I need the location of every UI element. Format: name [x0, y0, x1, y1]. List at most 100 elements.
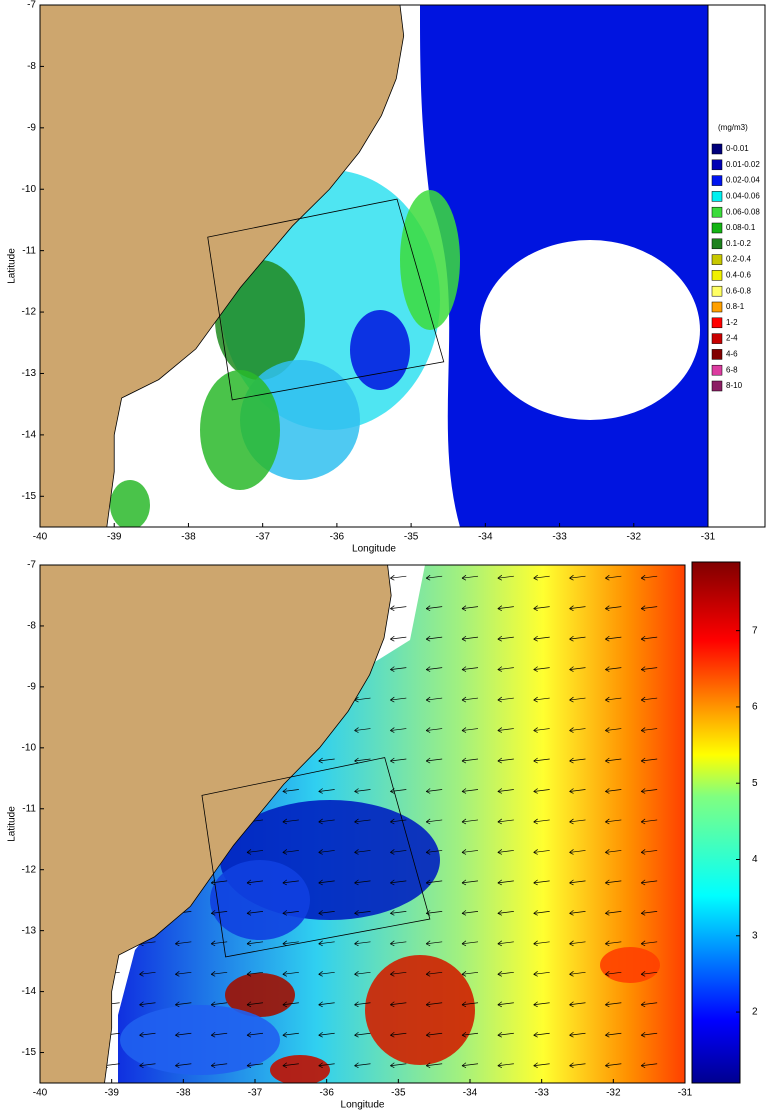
current-arrow [246, 971, 264, 975]
current-arrow [569, 819, 586, 823]
arrow-head [282, 879, 288, 886]
current-arrow [246, 1032, 264, 1036]
y-tick-label: -11 [22, 245, 36, 256]
arrow-head [605, 910, 610, 916]
y-tick-label: -10 [22, 184, 37, 195]
legend-swatch [711, 159, 723, 171]
y-tick-label: -7 [27, 0, 36, 11]
current-arrow [605, 697, 622, 701]
x-tick-label: -38 [181, 532, 196, 543]
arrow-head [605, 1062, 610, 1069]
y-tick-label: -11 [22, 803, 36, 814]
colorbar-tick-label: 3 [752, 930, 758, 941]
current-arrow [569, 758, 586, 762]
current-patch [600, 947, 660, 983]
current-arrow [282, 880, 299, 884]
arrow-head [533, 879, 538, 886]
arrow-head [461, 696, 467, 703]
arrow-head [390, 971, 395, 977]
current-arrow [641, 971, 658, 975]
current-arrow [426, 667, 443, 670]
current-arrow [569, 1002, 586, 1006]
study-area-box [207, 198, 445, 401]
arrow-head [497, 666, 503, 672]
current-arrow [533, 1032, 550, 1036]
arrow-head [175, 940, 180, 947]
current-arrow [175, 1002, 192, 1006]
current-arrow [246, 1063, 264, 1067]
arrow-head [640, 727, 646, 733]
arrow-head [640, 666, 646, 672]
legend-unit: (mg/m3) [718, 123, 748, 132]
y-tick-label: -15 [22, 491, 37, 502]
current-arrow [246, 880, 264, 884]
current-arrow [605, 728, 622, 731]
current-arrow [211, 971, 228, 975]
arrow-head [318, 971, 323, 977]
x-tick-label: -37 [255, 532, 270, 543]
current-arrow [390, 728, 407, 731]
current-arrow [390, 819, 407, 823]
arrow-head [282, 1062, 288, 1069]
current-arrow [282, 819, 299, 823]
current-arrow [641, 1032, 658, 1036]
land [40, 565, 392, 1083]
y-axis-label: Latitude [7, 248, 18, 284]
current-arrow [354, 758, 371, 762]
y-tick-label: -12 [22, 307, 37, 318]
arrow-head [175, 1062, 180, 1069]
current-arrow [461, 667, 479, 670]
arrow-head [461, 910, 467, 916]
x-tick-label: -33 [534, 1088, 549, 1099]
arrow-head [533, 818, 538, 825]
current-arrow [175, 1032, 192, 1036]
arrow-head [533, 696, 538, 703]
current-arrow [461, 1063, 479, 1067]
current-arrow [461, 636, 479, 640]
current-arrow [282, 1063, 299, 1067]
arrow-head [425, 757, 431, 764]
chlorophyll-patch [350, 310, 410, 390]
map-area [40, 565, 685, 1083]
arrow-head [246, 1001, 252, 1008]
arrow-head [640, 910, 646, 916]
current-arrow [461, 728, 479, 731]
arrow-head [390, 666, 395, 672]
current-arrow [318, 971, 335, 975]
current-arrow [497, 880, 514, 884]
arrow-head [569, 1062, 574, 1069]
arrow-head [640, 1001, 646, 1008]
legend-label: 6-8 [726, 365, 738, 374]
legend-swatch [711, 349, 723, 360]
arrow-head [246, 910, 252, 916]
current-arrow [641, 911, 658, 914]
arrow-head [461, 727, 467, 733]
legend-swatch [711, 206, 723, 218]
current-arrow [533, 789, 550, 792]
current-arrow [390, 1032, 407, 1036]
legend-label: 0.02-0.04 [726, 176, 760, 185]
current-arrow [354, 819, 371, 823]
arrow-head [640, 971, 646, 977]
arrow-head [425, 574, 431, 581]
arrow-head [354, 910, 359, 916]
arrow-head [533, 1062, 538, 1069]
current-arrow [390, 911, 407, 914]
current-arrow [605, 606, 622, 610]
arrow-head [569, 879, 574, 886]
current-arrow [390, 850, 407, 853]
current-arrow [318, 789, 335, 792]
current-arrow [318, 758, 335, 762]
arrow-head [318, 1062, 323, 1069]
current-arrow [211, 1032, 228, 1036]
study-area-box [201, 757, 431, 958]
current-arrow [605, 667, 622, 670]
x-tick-label: -38 [176, 1088, 191, 1099]
current-arrow [461, 697, 479, 701]
arrow-head [605, 757, 610, 764]
current-arrow [533, 667, 550, 670]
arrow-head [533, 605, 538, 611]
arrow-head [318, 1001, 323, 1008]
current-arrow [426, 636, 443, 640]
